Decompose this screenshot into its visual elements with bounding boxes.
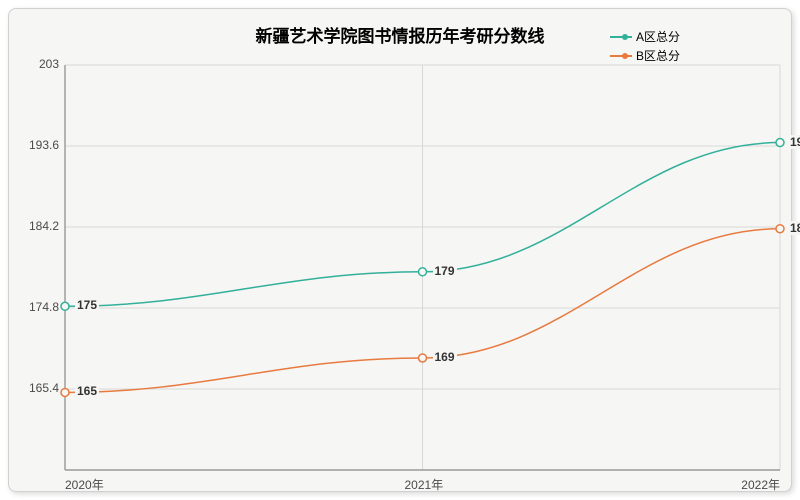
chart-container: 新疆艺术学院图书情报历年考研分数线 A区总分B区总分 165.4174.8184… bbox=[0, 0, 800, 500]
data-point-label: 169 bbox=[433, 350, 457, 364]
y-axis-label: 165.4 bbox=[29, 381, 59, 395]
data-point-label: 184 bbox=[788, 221, 800, 235]
plot-svg bbox=[0, 0, 800, 500]
y-axis-label: 203 bbox=[39, 57, 59, 71]
y-axis-label: 184.2 bbox=[29, 219, 59, 233]
y-axis-label: 174.8 bbox=[29, 300, 59, 314]
data-point-label: 175 bbox=[75, 298, 99, 312]
x-axis-label: 2022年 bbox=[741, 476, 780, 493]
data-point-label: 179 bbox=[433, 264, 457, 278]
x-axis-label: 2020年 bbox=[65, 476, 104, 493]
y-axis-label: 193.6 bbox=[29, 138, 59, 152]
x-axis-label: 2021年 bbox=[405, 476, 444, 493]
data-point-label: 165 bbox=[75, 384, 99, 398]
data-point-label: 194 bbox=[788, 135, 800, 149]
